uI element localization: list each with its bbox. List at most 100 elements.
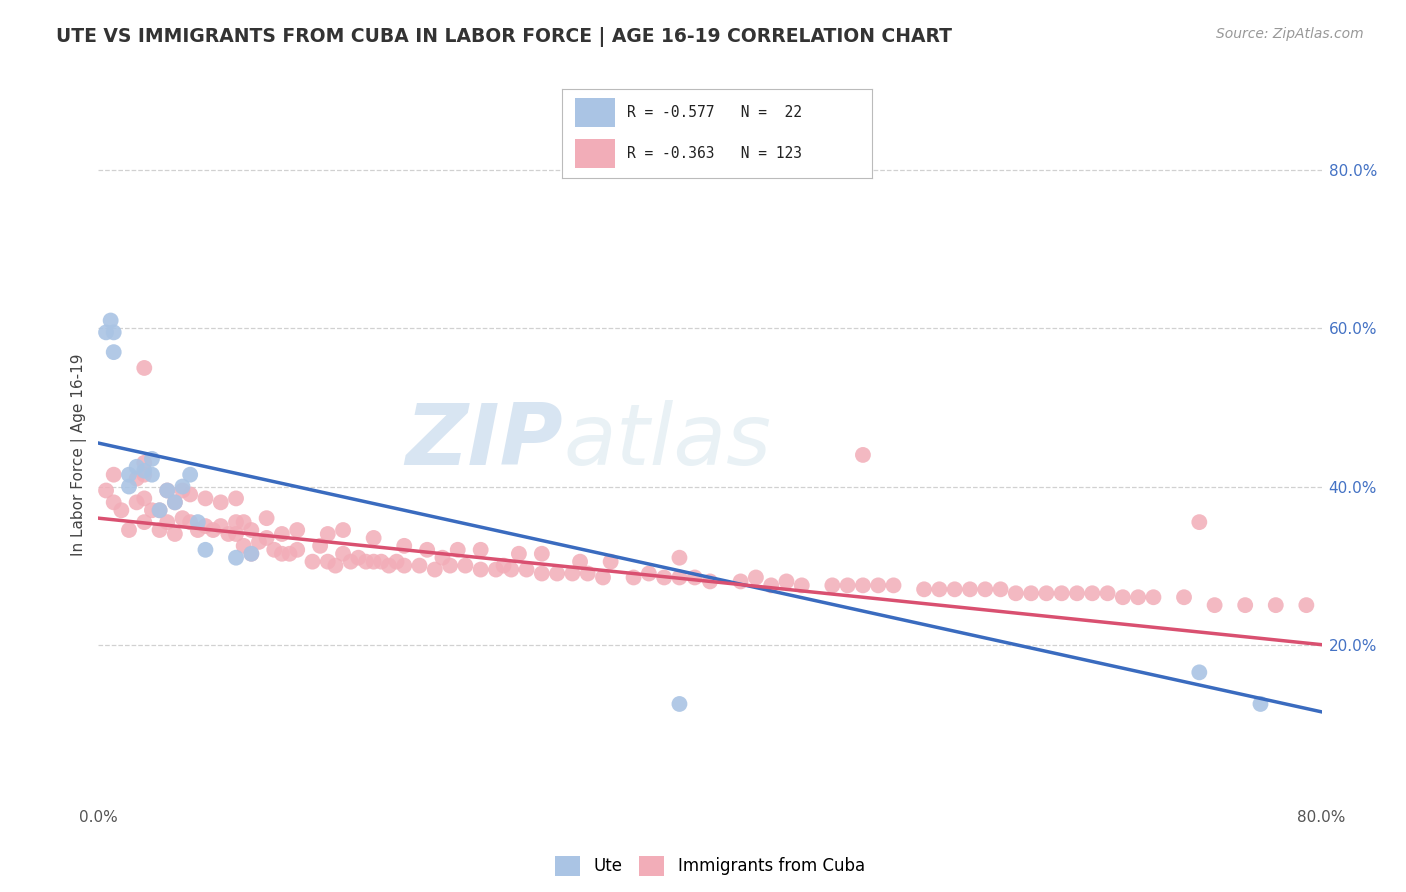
Point xyxy=(454,558,477,573)
Point xyxy=(561,566,583,581)
Point xyxy=(837,578,859,592)
Point xyxy=(501,563,523,577)
Point xyxy=(354,555,377,569)
Point xyxy=(156,483,179,498)
Point xyxy=(339,555,361,569)
Point xyxy=(172,483,194,498)
Point xyxy=(408,558,430,573)
Point xyxy=(134,360,156,375)
Point xyxy=(263,542,285,557)
Point xyxy=(990,582,1012,597)
Point xyxy=(759,578,782,592)
Point xyxy=(149,503,172,517)
Point xyxy=(187,523,209,537)
Bar xyxy=(575,98,614,127)
Point xyxy=(141,503,163,517)
Point xyxy=(392,558,416,573)
Point xyxy=(1188,515,1211,529)
Point xyxy=(179,515,201,529)
Point xyxy=(325,558,347,573)
Point xyxy=(103,345,125,359)
Point xyxy=(134,515,156,529)
Point xyxy=(217,527,239,541)
Point xyxy=(118,467,141,482)
Point xyxy=(149,503,172,517)
Text: ZIP: ZIP xyxy=(405,400,564,483)
Point xyxy=(576,566,599,581)
Point xyxy=(240,547,263,561)
Point xyxy=(134,491,156,506)
Point xyxy=(125,472,148,486)
Point xyxy=(232,539,254,553)
Point xyxy=(447,542,470,557)
Point xyxy=(1066,586,1088,600)
Point xyxy=(423,563,446,577)
Point xyxy=(1035,586,1057,600)
Point xyxy=(285,523,308,537)
Point xyxy=(94,483,117,498)
Point xyxy=(209,495,232,509)
Point xyxy=(209,519,232,533)
Point xyxy=(821,578,844,592)
Point xyxy=(156,483,179,498)
Point xyxy=(240,523,263,537)
Point xyxy=(225,550,247,565)
Point xyxy=(202,523,225,537)
Point xyxy=(569,555,592,569)
Point xyxy=(912,582,935,597)
Point xyxy=(225,515,247,529)
Point xyxy=(256,511,278,525)
Point xyxy=(187,515,209,529)
Point xyxy=(194,542,217,557)
Point xyxy=(134,467,156,482)
Point xyxy=(516,563,538,577)
Point xyxy=(118,479,141,493)
Point xyxy=(546,566,568,581)
Point xyxy=(179,467,201,482)
Point xyxy=(1264,598,1286,612)
Text: Source: ZipAtlas.com: Source: ZipAtlas.com xyxy=(1216,27,1364,41)
Point xyxy=(378,558,401,573)
Point xyxy=(592,570,614,584)
Text: atlas: atlas xyxy=(564,400,772,483)
Point xyxy=(959,582,981,597)
Point xyxy=(492,558,515,573)
Point xyxy=(301,555,323,569)
Point xyxy=(118,523,141,537)
Point xyxy=(1112,591,1135,605)
Point xyxy=(392,539,416,553)
Y-axis label: In Labor Force | Age 16-19: In Labor Force | Age 16-19 xyxy=(72,353,87,557)
Point xyxy=(134,464,156,478)
Point xyxy=(232,515,254,529)
Point xyxy=(470,542,492,557)
Text: R = -0.577   N =  22: R = -0.577 N = 22 xyxy=(627,105,803,120)
Point xyxy=(103,326,125,340)
Point xyxy=(683,570,706,584)
Point xyxy=(332,547,354,561)
Point xyxy=(316,527,339,541)
Bar xyxy=(575,139,614,168)
Point xyxy=(285,542,308,557)
Point xyxy=(974,582,997,597)
Point xyxy=(149,523,172,537)
Point xyxy=(730,574,752,589)
Point xyxy=(416,542,439,557)
Point xyxy=(790,578,813,592)
Point xyxy=(163,495,186,509)
Point xyxy=(1295,598,1317,612)
Point xyxy=(852,448,875,462)
Point xyxy=(347,550,370,565)
Point xyxy=(1081,586,1104,600)
Point xyxy=(1188,665,1211,680)
Point xyxy=(134,456,156,470)
Point xyxy=(668,550,690,565)
Point xyxy=(103,467,125,482)
Legend: Ute, Immigrants from Cuba: Ute, Immigrants from Cuba xyxy=(548,849,872,883)
Point xyxy=(316,555,339,569)
Point xyxy=(1204,598,1226,612)
Point xyxy=(623,570,645,584)
Point xyxy=(928,582,950,597)
Point xyxy=(1234,598,1257,612)
Point xyxy=(156,515,179,529)
Point xyxy=(668,697,690,711)
